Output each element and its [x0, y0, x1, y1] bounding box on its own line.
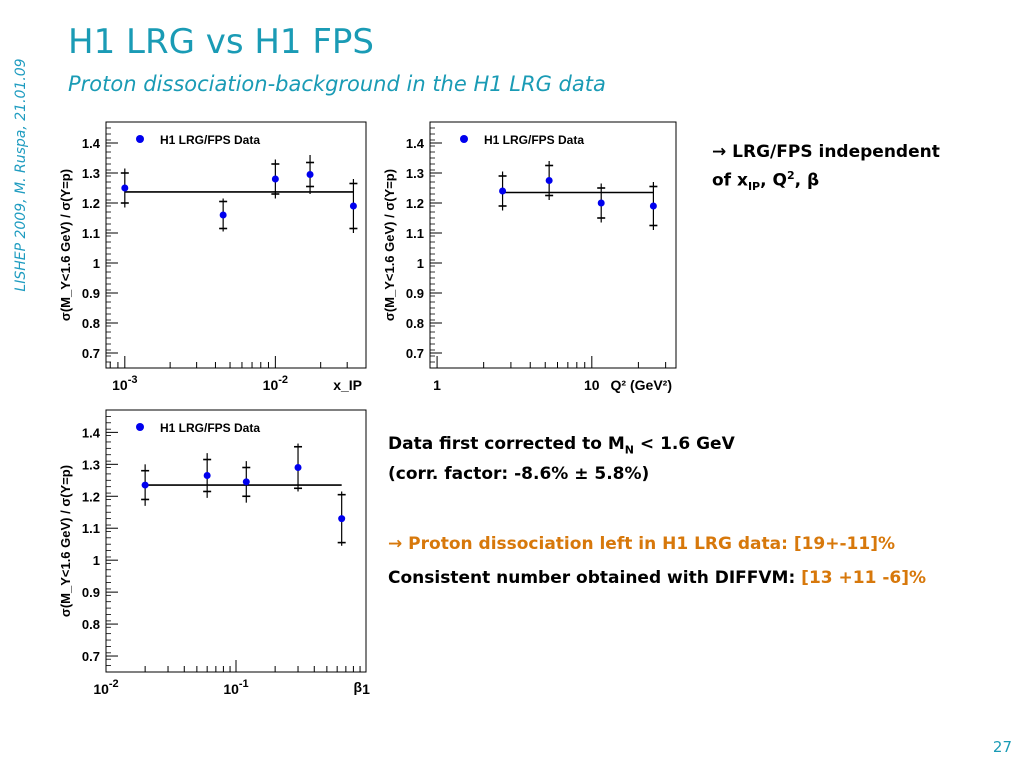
data-point [219, 211, 227, 219]
y-tick-label: 1.1 [82, 226, 100, 241]
note-independent: → LRG/FPS independent of xIP, Q2, β [712, 140, 940, 199]
x-axis-label: x_IP [333, 377, 362, 393]
plot-frame [105, 409, 367, 673]
note-text: , Q [760, 170, 787, 191]
data-point [545, 177, 553, 184]
y-tick-label: 1.3 [406, 166, 424, 181]
plot-xip-svg: 0.7 0.8 0.9 1 1.1 1.2 1.3 1.4 10-3 10-2 σ(M_Y<1.6 … [58, 121, 367, 393]
y-tick-label: 1.1 [82, 521, 100, 536]
plot-q2-svg: 0.7 0.8 0.9 1 1.1 1.2 1.3 1.4 1 10 σ(M_Y<1.6 GeV) … [382, 121, 677, 393]
x-tick-exponent: -2 [109, 678, 119, 690]
y-tick-label: 1.4 [82, 136, 101, 151]
legend-label: H1 LRG/FPS Data [160, 133, 260, 147]
side-footer: LISHEP 2009, M. Ruspa, 21.01.09 [8, 40, 34, 310]
y-axis-label: σ(M_Y<1.6 GeV) / σ(Y=p) [58, 465, 73, 617]
y-tick-label: 1.2 [406, 196, 424, 211]
x-tick-label: 10 [584, 377, 600, 393]
data-point [141, 481, 149, 489]
note-text: of x [712, 170, 748, 191]
note-correction: Data first corrected to MN < 1.6 GeV (co… [388, 432, 735, 486]
data-point [306, 171, 314, 178]
x-tick-exponent: -3 [128, 374, 138, 386]
note-proton-dissociation-text: Proton dissociation left in H1 LRG data:… [408, 534, 896, 554]
note-sub: N [624, 443, 634, 457]
y-axis-label: σ(M_Y<1.6 GeV) / σ(Y=p) [382, 169, 397, 321]
data-point [338, 515, 346, 523]
note-diffvm: Consistent number obtained with DIFFVM: … [388, 566, 926, 590]
y-tick-label: 0.8 [82, 617, 100, 632]
x-tick-label: 1 [433, 377, 441, 393]
y-tick-label: 1.3 [82, 457, 100, 472]
y-tick-label: 0.9 [406, 286, 424, 301]
data-point [203, 472, 211, 479]
note-diffvm-value: [13 +11 -6]% [801, 568, 927, 588]
y-tick-label: 0.8 [406, 316, 424, 331]
x-tick-exponent: -1 [239, 678, 249, 690]
x-axis-label: Q² (GeV²) [611, 377, 672, 393]
y-tick-label: 0.7 [406, 346, 424, 361]
legend-marker [460, 135, 468, 143]
y-tick-label: 1.3 [82, 166, 100, 181]
y-axis-label: σ(M_Y<1.6 GeV) / σ(Y=p) [58, 169, 73, 321]
plot-frame [105, 121, 367, 369]
legend-label: H1 LRG/FPS Data [484, 133, 584, 147]
y-tick-label: 0.9 [82, 286, 100, 301]
plot-beta: 0.7 0.8 0.9 1 1.1 1.2 1.3 1.4 10-2 10-1 1 σ(M_Y<1.6… [50, 400, 372, 700]
note-sup: 2 [786, 169, 795, 182]
data-point [294, 464, 302, 472]
legend-marker [136, 135, 144, 143]
arrow-icon: → [388, 534, 403, 554]
page-number: 27 [992, 738, 1012, 756]
y-tick-label: 1.2 [82, 196, 100, 211]
x-axis-label: β [353, 679, 362, 695]
plot-q2: 0.7 0.8 0.9 1 1.1 1.2 1.3 1.4 1 10 σ(M_Y<1.6 GeV) … [378, 112, 678, 402]
plot-frame [429, 121, 677, 369]
y-tick-label: 1 [417, 256, 424, 271]
x-tick-label: 10-3 [112, 374, 137, 393]
note-text: < 1.6 GeV [633, 434, 735, 454]
arrow-icon: → [712, 142, 727, 162]
data-point [242, 478, 250, 486]
slide-title: H1 LRG vs H1 FPS [68, 22, 375, 62]
y-tick-label: 0.9 [82, 585, 100, 600]
y-tick-label: 1.1 [406, 226, 424, 241]
note-sub: IP [747, 180, 761, 194]
y-tick-label: 0.7 [82, 649, 100, 664]
note-proton-dissociation: → Proton dissociation left in H1 LRG dat… [388, 532, 895, 556]
legend-label: H1 LRG/FPS Data [160, 421, 260, 435]
data-point [349, 202, 357, 210]
slide-subtitle: Proton dissociation-background in the H1… [68, 72, 606, 96]
y-tick-label: 0.8 [82, 316, 100, 331]
data-point [271, 175, 279, 183]
y-tick-label: 1.4 [82, 425, 101, 440]
plot-beta-svg: 0.7 0.8 0.9 1 1.1 1.2 1.3 1.4 10-2 10-1 1 σ(M_Y<1.6… [58, 409, 370, 697]
note-diffvm-text: Consistent number obtained with DIFFVM: [388, 568, 802, 588]
data-point [597, 199, 605, 207]
y-tick-label: 0.7 [82, 346, 100, 361]
data-point [649, 202, 657, 210]
legend-marker [136, 423, 144, 431]
y-tick-label: 1.4 [406, 136, 425, 151]
plot-xip: 0.7 0.8 0.9 1 1.1 1.2 1.3 1.4 10-3 10-2 σ(M_Y<1.6 … [50, 112, 372, 402]
y-tick-label: 1 [93, 553, 100, 568]
data-point [499, 187, 507, 195]
note-text: , β [794, 170, 820, 191]
y-tick-label: 1 [93, 256, 100, 271]
x-tick-exponent: -2 [278, 374, 288, 386]
side-footer-text: LISHEP 2009, M. Ruspa, 21.01.09 [13, 58, 29, 292]
data-point [121, 184, 129, 192]
x-tick-label: 1 [362, 681, 370, 697]
note-independent-line1: LRG/FPS independent [732, 142, 940, 162]
x-tick-label: 10-2 [263, 374, 288, 393]
x-tick-label: 10-1 [223, 678, 248, 697]
y-tick-label: 1.2 [82, 489, 100, 504]
note-correction-line2: (corr. factor: -8.6% ± 5.8%) [388, 464, 650, 485]
note-text: Data first corrected to M [388, 434, 625, 454]
x-tick-label: 10-2 [93, 678, 118, 697]
